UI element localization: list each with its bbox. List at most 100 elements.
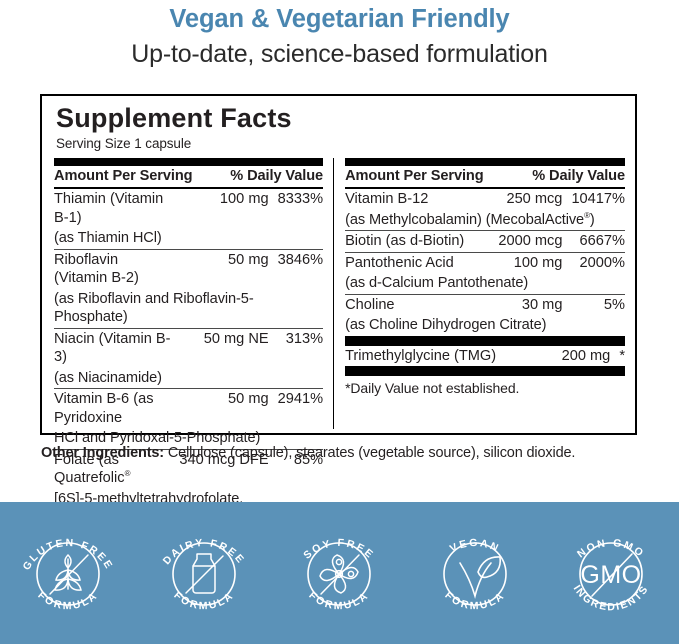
supplement-facts-panel: Supplement Facts Serving Size 1 capsule … [40,94,637,527]
nutrient-source: (as Methylcobalamin) (MecobalActive®) [345,210,625,231]
nutrient-list-right: Vitamin B-12 250 mcg 10417% (as Methylco… [345,189,625,336]
nutrient-name: Pantothenic Acid [345,251,482,273]
nutrient-name: Trimethylglycine (TMG) [345,347,497,364]
nutrient-table-left: Amount Per Serving % Daily Value [54,166,323,187]
nutrient-source-tail: ) [589,211,595,228]
table-row-source: (as Riboflavin and Riboflavin-5-Phosphat… [54,289,323,329]
nutrient-name: Vitamin B-12 [345,191,429,207]
badge-top-label: VEGAN [448,537,500,555]
table-header-row: Amount Per Serving % Daily Value [345,166,625,187]
page-title: Vegan & Vegetarian Friendly [169,5,510,33]
nutrient-list-other: Trimethylglycine (TMG) 200 mg * [345,346,625,367]
nutrient-dv: 8333% [277,191,324,207]
svg-text:SOY FREE: SOY FREE [302,537,377,562]
nutrient-columns: Amount Per Serving % Daily Value Thiamin… [54,158,625,527]
nutrient-column-left: Amount Per Serving % Daily Value Thiamin… [54,158,331,527]
table-row: Riboflavin (Vitamin B-2) 50 mg 3846% [54,248,324,289]
table-row: Vitamin B-12 250 mcg 10417% [345,189,625,210]
nutrient-dv: 10417% [571,191,625,207]
badge-gluten-free: GLUTEN FREE FORMULA [8,513,128,633]
svg-text:FORMULA: FORMULA [443,589,508,612]
nutrient-amount: 340 mcg DFE [173,448,269,489]
milk-bottle-crossed-icon: DAIRY FREE FORMULA [160,537,247,612]
nutrient-name: Niacin (Vitamin B-3) [54,327,174,368]
table-row-source: (as Methylcobalamin) (MecobalActive®) [345,210,625,231]
nutrient-name-text: Folate (as Quatrefolic [54,451,125,487]
nutrient-dv: 85% [268,448,324,489]
nutrient-name: Riboflavin (Vitamin B-2) [54,248,174,289]
badge-soy-free: SOY FREE FORMULA [279,513,399,633]
nutrient-column-right: Amount Per Serving % Daily Value Vitamin… [333,158,625,429]
badge-bottom-label: FORMULA [443,589,506,612]
nutrient-amount: 30 mg [481,293,563,315]
table-row: Trimethylglycine (TMG) 200 mg * [345,346,625,367]
header-amount-per-serving: Amount Per Serving [345,168,484,184]
nutrient-name: Vitamin B-6 (as Pyridoxine [54,388,174,428]
table-row: Thiamin (Vitamin B-1) 100 mg 8333% [54,189,323,228]
nutrient-amount: 100 mg [481,251,563,273]
badge-top-label: NON GMO [575,537,645,560]
header-daily-value: % Daily Value [532,168,625,184]
nutrient-dv: 5% [562,293,625,315]
nutrient-dv: * [619,347,625,364]
nutrient-amount: 250 mcg [506,191,563,207]
table-row: Pantothenic Acid 100 mg 2000% [345,251,625,273]
nutrient-dv: 2941% [268,388,324,428]
registered-mark-icon: ® [584,210,590,220]
nutrient-source: (as Niacinamide) [54,369,162,386]
nutrient-name: Thiamin (Vitamin B-1) [54,191,164,226]
column-top-rule [54,158,324,166]
certification-badge-band: GLUTEN FREE FORMULA DAIRY FREE FOR [0,502,679,644]
column-top-rule [345,158,625,166]
table-row: Choline 30 mg 5% [345,293,625,315]
svg-text:VEGAN: VEGAN [448,537,502,555]
table-row-source: HCl and Pyridoxal-5-Phosphate) [54,428,323,449]
table-row-source: (as d-Calcium Pantothenate) [345,273,625,294]
nutrient-table-right: Amount Per Serving % Daily Value [345,166,625,187]
table-row: Niacin (Vitamin B-3) 50 mg NE 313% [54,327,324,368]
nutrient-amount: 200 mg [561,347,611,364]
badge-non-gmo: GMO NON GMO INGREDIENTS [551,513,671,633]
registered-mark-icon: ® [124,469,131,479]
nutrient-amount: 2000 mcg [481,230,563,252]
nutrient-source: (as d-Calcium Pantothenate) [345,275,529,291]
daily-value-footnote: *Daily Value not established. [345,380,520,396]
svg-text:DAIRY FREE: DAIRY FREE [160,537,247,567]
serving-size-text: Serving Size 1 capsule [56,136,192,151]
nutrient-name: Folate (as Quatrefolic® [54,448,174,489]
nutrient-list-left: Thiamin (Vitamin B-1) 100 mg 8333% (as T… [54,189,324,530]
header-underline [345,186,625,189]
nutrient-amount: 50 mg NE [173,327,269,368]
table-row-source: (as Niacinamide) [54,368,323,389]
gmo-crossed-icon: GMO NON GMO INGREDIENTS [571,537,650,613]
nutrient-amount: 50 mg [173,248,269,289]
badge-vegan: VEGAN FORMULA [415,513,535,633]
badge-bottom-label: FORMULA [35,589,98,612]
nutrient-source-text: (as Methylcobalamin) (MecobalActive [345,211,585,228]
nutrient-source: (as Riboflavin and Riboflavin-5-Phosphat… [54,290,254,326]
svg-text:FORMULA: FORMULA [35,589,100,612]
nutrient-source: HCl and Pyridoxal-5-Phosphate) [54,430,261,446]
table-row: Biotin (as d-Biotin) 2000 mcg 6667% [345,230,625,252]
nutrient-dv: 2000% [562,251,625,273]
table-row-source: (as Thiamin HCl) [54,228,323,249]
table-row-source: (as Choline Dihydrogen Citrate) [345,315,625,336]
badge-top-label: DAIRY FREE [160,537,244,567]
header-block: Vegan & Vegetarian Friendly Up-to-date, … [0,0,679,71]
other-ingredients-text: Cellulose (capsule), stearates (vegetabl… [163,445,576,461]
badge-top-label: SOY FREE [302,537,375,562]
header-underline [54,186,324,189]
svg-text:NON GMO: NON GMO [575,537,647,560]
nutrient-amount: 50 mg [173,388,269,428]
header-amount-per-serving: Amount Per Serving [54,168,193,184]
nutrient-source: (as Choline Dihydrogen Citrate) [345,317,547,333]
other-ingredients: Other Ingredients: Cellulose (capsule), … [41,444,575,463]
header-daily-value: % Daily Value [230,168,324,184]
nutrient-source: (as Thiamin HCl) [54,230,162,246]
supplement-facts-title: Supplement Facts [56,103,292,133]
soy-bean-crossed-icon: SOY FREE FORMULA [302,537,377,612]
nutrient-dv: 3846% [268,248,324,289]
nutrient-dv: 6667% [562,230,625,252]
wheat-stalk-crossed-icon: GLUTEN FREE FORMULA [20,537,113,612]
section-divider-bar-2 [345,366,625,376]
